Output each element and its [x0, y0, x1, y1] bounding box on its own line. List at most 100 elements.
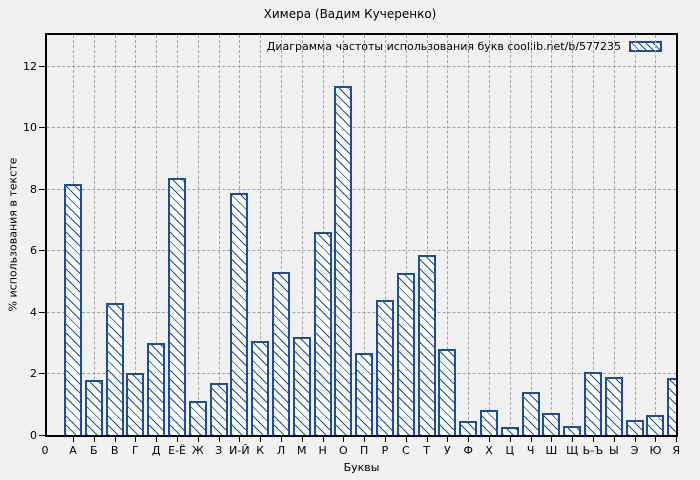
y-tick-mark	[39, 65, 45, 67]
x-tick-mark	[405, 437, 407, 442]
y-tick-label: 8	[30, 182, 37, 196]
gridline-vertical	[593, 35, 594, 435]
gridline-vertical	[676, 35, 677, 435]
bar	[272, 271, 290, 435]
x-tick-label: З	[215, 444, 223, 457]
x-tick-mark	[239, 437, 241, 442]
gridline-vertical	[634, 35, 636, 435]
x-tick-mark	[655, 437, 657, 442]
x-tick-mark	[613, 437, 615, 442]
gridline-vertical	[385, 35, 386, 435]
legend-swatch	[629, 41, 662, 52]
gridline-vertical	[218, 35, 220, 435]
x-tick-mark	[156, 437, 158, 442]
x-tick-label: Ш	[545, 444, 558, 457]
bar	[417, 255, 436, 435]
x-tick-label: Д	[151, 444, 161, 457]
x-tick-mark	[385, 437, 386, 442]
x-tick-label: Я	[672, 444, 681, 457]
gridline-vertical	[301, 35, 303, 435]
x-tick-mark	[114, 437, 116, 442]
gridline-vertical	[655, 35, 657, 435]
x-tick-label: Щ	[566, 444, 579, 457]
x-tick-mark	[301, 437, 303, 442]
x-tick-mark	[509, 437, 511, 442]
bar	[147, 342, 166, 435]
x-tick-label: Г	[132, 444, 139, 457]
y-tick-label: 10	[23, 121, 37, 135]
bar	[334, 85, 353, 435]
y-tick-label: 12	[23, 59, 37, 73]
gridline-horizontal	[47, 65, 676, 67]
bar	[542, 413, 561, 435]
gridline-vertical	[530, 35, 532, 435]
bar	[500, 427, 519, 435]
y-tick-label: 4	[30, 305, 37, 319]
gridline-vertical	[468, 35, 470, 435]
bar	[313, 231, 332, 435]
gridline-vertical	[93, 35, 95, 435]
bar	[84, 379, 103, 435]
bar	[396, 273, 415, 435]
x-tick-mark	[426, 437, 428, 442]
legend-label: Диаграмма частоты использования букв coo…	[266, 40, 621, 53]
y-tick-label: 6	[30, 244, 37, 258]
bar	[563, 425, 582, 435]
x-tick-mark	[447, 437, 449, 442]
bar	[521, 391, 540, 435]
bar	[188, 401, 207, 435]
x-tick-label-origin: 0	[41, 444, 49, 457]
x-tick-mark	[322, 437, 324, 442]
gridline-horizontal	[47, 127, 676, 129]
gridline-vertical	[135, 35, 137, 435]
bar	[355, 353, 374, 435]
x-tick-label: У	[444, 444, 451, 457]
x-tick-label: Ь-Ъ	[582, 444, 604, 457]
x-tick-label: В	[110, 444, 119, 457]
gridline-vertical	[551, 35, 553, 435]
x-tick-label: Э	[630, 444, 639, 457]
x-tick-label: Х	[485, 444, 493, 457]
x-tick-mark	[93, 437, 95, 442]
x-tick-mark	[634, 437, 636, 442]
gridline-vertical	[260, 35, 262, 435]
x-tick-mark	[197, 437, 199, 442]
x-tick-label: Ц	[505, 444, 515, 457]
bar	[230, 193, 249, 435]
y-tick-mark	[39, 188, 45, 190]
bar	[251, 341, 270, 435]
x-tick-label: А	[69, 444, 77, 457]
bar	[646, 415, 665, 435]
x-tick-label: Л	[276, 444, 286, 457]
gridline-horizontal	[47, 250, 676, 252]
x-tick-label: Ы	[608, 444, 619, 457]
gridline-vertical	[156, 35, 158, 435]
x-tick-label: Ф	[463, 444, 473, 457]
x-tick-mark	[530, 437, 532, 442]
x-tick-mark	[572, 437, 574, 442]
y-tick-mark	[39, 311, 45, 313]
y-tick-label: 2	[30, 367, 37, 381]
bar	[625, 419, 644, 435]
gridline-vertical	[613, 35, 615, 435]
gridline-vertical	[405, 35, 407, 435]
gridline-horizontal	[47, 311, 676, 313]
x-tick-label: Ч	[526, 444, 535, 457]
y-tick-mark	[39, 435, 45, 436]
x-tick-label: К	[256, 444, 265, 457]
gridline-vertical	[281, 35, 282, 435]
x-tick-mark	[135, 437, 137, 442]
x-tick-label: М	[297, 444, 307, 457]
x-tick-mark	[364, 437, 366, 442]
bar	[64, 184, 82, 435]
gridline-vertical	[114, 35, 116, 435]
x-tick-label: Е-Ё	[168, 444, 186, 457]
gridline-vertical	[489, 35, 490, 435]
bar	[459, 421, 478, 435]
bar	[209, 382, 228, 435]
bar	[480, 410, 498, 435]
x-tick-label: Б	[90, 444, 98, 457]
bar	[438, 348, 457, 435]
chart-title: Химера (Вадим Кучеренко)	[263, 7, 437, 21]
